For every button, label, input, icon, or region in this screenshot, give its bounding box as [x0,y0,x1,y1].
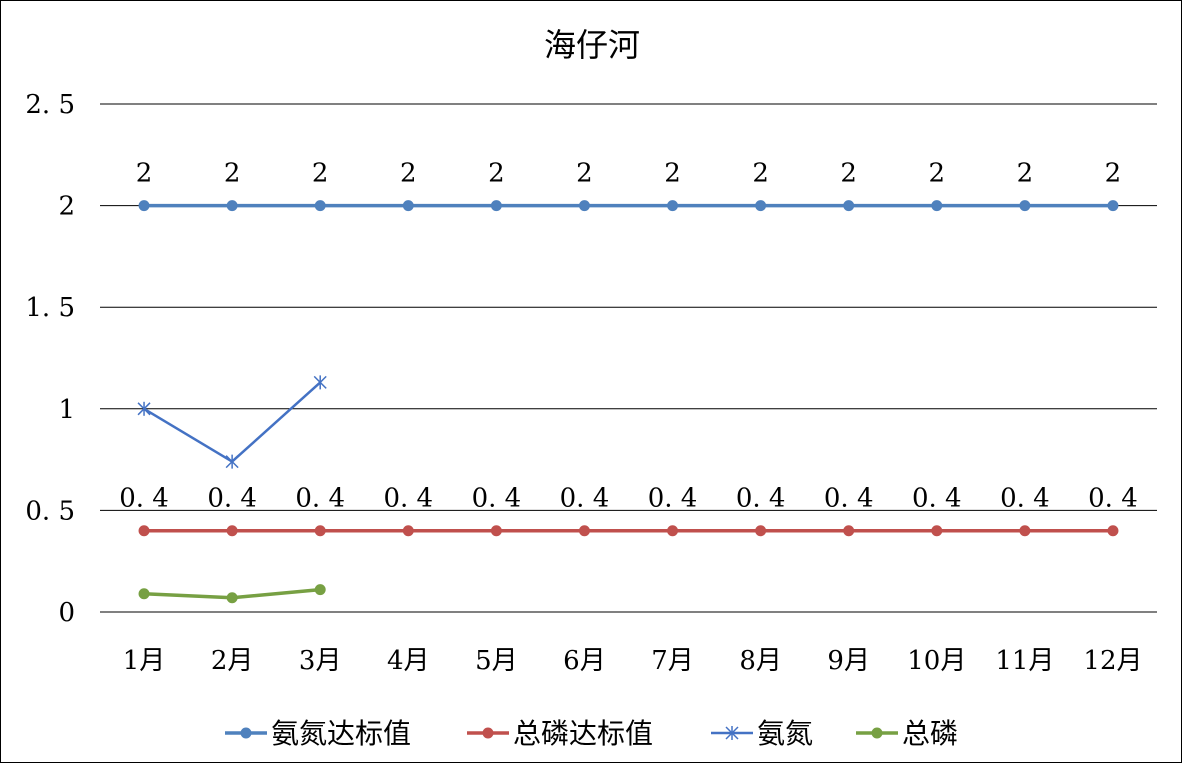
series-point [843,525,855,537]
data-label: 2 [1017,159,1034,189]
series-point [931,200,943,212]
series-point [1107,200,1119,212]
series-point [138,525,150,537]
x-tick-label: 3月 [299,646,342,676]
data-label: 2 [840,159,857,189]
series-point [1019,525,1031,537]
x-tick-label: 11月 [995,646,1054,676]
series-3 [137,375,327,469]
x-tick-label: 6月 [563,646,606,676]
series-point [755,525,767,537]
series-point [138,588,150,600]
x-tick-label: 1月 [123,646,166,676]
series-point [314,525,326,537]
data-label: 0. 4 [1000,484,1050,514]
series-point [667,200,679,212]
series-point [578,525,590,537]
data-label: 0. 4 [560,484,610,514]
x-tick-label: 2月 [211,646,254,676]
series-point [314,584,326,596]
legend-item: 总磷 [856,717,958,750]
gridlines [100,103,1157,613]
y-axis-ticks: 0 0. 5 1 1. 5 2 2. 5 [25,90,75,628]
data-labels: 2 2 2 2 2 2 2 2 2 2 2 2 0. 4 0. 4 0. 4 0. 4 0. 4 0. 4 0. 4… [119,159,1138,514]
legend-item: 氨氮达标值 [225,717,411,750]
y-tick-label: 2 [58,192,75,222]
series-point [226,525,238,537]
y-tick-label: 1 [58,395,75,425]
series-point [138,200,150,212]
series-point [314,200,326,212]
x-tick-label: 4月 [387,646,430,676]
series-point [226,200,238,212]
series-point [402,525,414,537]
x-tick-label: 5月 [475,646,518,676]
series-point [226,592,238,604]
legend-item: 氨氮 [711,717,813,750]
series-point [931,525,943,537]
series-layer [137,200,1119,604]
series-4 [138,584,326,604]
x-tick-label: 8月 [739,646,782,676]
data-label: 2 [136,159,153,189]
series-point [755,200,767,212]
series-point [843,200,855,212]
series-point [313,375,327,390]
series-point [578,200,590,212]
y-tick-label: 0. 5 [25,496,75,526]
series-point [1107,525,1119,537]
data-label: 0. 4 [736,484,786,514]
series-point [667,525,679,537]
data-label: 2 [752,159,769,189]
series-point [871,727,883,739]
data-label: 0. 4 [472,484,522,514]
series-point [137,401,151,416]
series-point [402,200,414,212]
series-2 [138,525,1119,537]
legend-item: 总磷达标值 [467,717,653,750]
data-label: 0. 4 [383,484,433,514]
y-tick-label: 0 [58,598,75,628]
chart-title: 海仔河 [544,26,640,64]
data-label: 2 [576,159,593,189]
data-label: 2 [488,159,505,189]
data-label: 2 [224,159,241,189]
legend-label: 总磷达标值 [513,717,653,750]
series-point [725,726,739,740]
series-point [482,727,494,739]
data-label: 2 [929,159,946,189]
data-label: 2 [1105,159,1122,189]
series-point [490,200,502,212]
legend-label: 总磷 [902,717,958,750]
series-point [490,525,502,537]
data-label: 0. 4 [824,484,874,514]
x-tick-label: 12月 [1083,646,1142,676]
data-label: 0. 4 [119,484,169,514]
series-point [225,454,239,469]
data-label: 0. 4 [1088,484,1138,514]
x-axis-ticks: 1月 2月 3月 4月 5月 6月 7月 8月 9月 10月 11月 12月 [123,646,1143,676]
series-line [143,381,322,463]
y-tick-label: 1. 5 [25,293,75,323]
y-tick-label: 2. 5 [25,90,75,120]
data-label: 0. 4 [912,484,962,514]
data-label: 2 [664,159,681,189]
x-tick-label: 7月 [651,646,694,676]
legend: 氨氮达标值 总磷达标值 氨氮 总磷 [225,717,958,750]
series-point [1019,200,1031,212]
data-label: 0. 4 [207,484,257,514]
legend-label: 氨氮达标值 [271,717,411,750]
x-tick-label: 10月 [907,646,966,676]
x-tick-label: 9月 [827,646,870,676]
series-1 [138,200,1119,212]
data-label: 0. 4 [648,484,698,514]
series-point [240,727,252,739]
legend-label: 氨氮 [757,717,813,750]
data-label: 0. 4 [295,484,345,514]
data-label: 2 [312,159,329,189]
data-label: 2 [400,159,417,189]
